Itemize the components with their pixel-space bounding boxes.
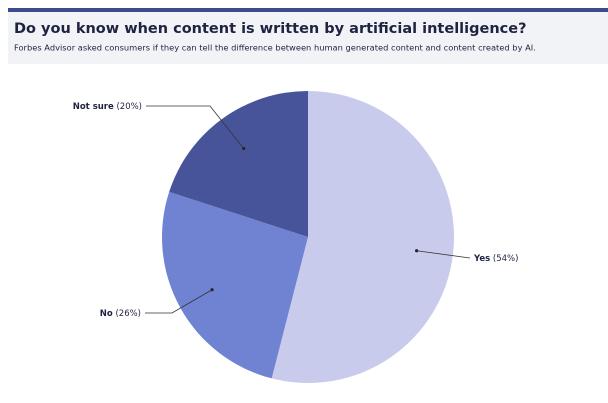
leader-line: [416, 250, 471, 259]
header-rule: [8, 8, 608, 12]
leader-dot: [415, 249, 419, 253]
slice-value-label: (26%): [115, 309, 141, 319]
slice-label: Yes (54%): [473, 254, 518, 264]
leader-line: [145, 289, 213, 314]
chart-subtitle: Forbes Advisor asked consumers if they c…: [14, 43, 536, 53]
slice-value-label: (20%): [116, 102, 142, 112]
pie-slice: [162, 191, 308, 379]
slice-label: No (26%): [100, 309, 141, 319]
header-band: [8, 8, 608, 64]
slice-label: Not sure (20%): [73, 102, 142, 112]
pie-slice: [271, 91, 455, 384]
chart-title: Do you know when content is written by a…: [14, 21, 526, 37]
slice-category: Yes: [473, 254, 490, 264]
slice-value-label: (54%): [493, 254, 519, 264]
slice-category: No: [100, 309, 113, 319]
slice-category: Not sure: [73, 102, 114, 112]
leader-line: [146, 105, 244, 149]
pie-slice: [169, 91, 308, 237]
